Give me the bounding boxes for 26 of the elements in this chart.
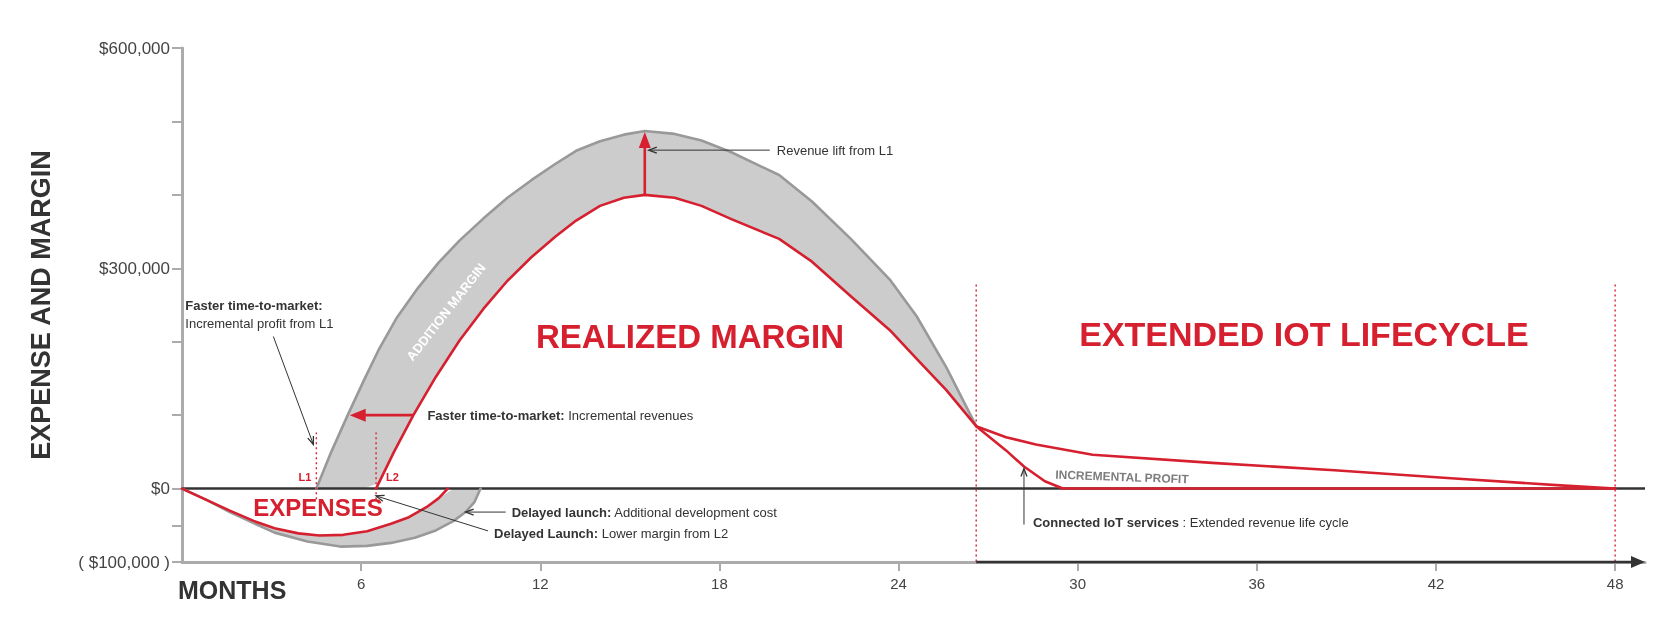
ref-line-label: L1 [298, 470, 312, 483]
x-tick-label: 6 [356, 575, 366, 592]
x-tick-label: 30 [1069, 575, 1087, 592]
annotation: INCREMENTAL PROFIT [1055, 467, 1190, 487]
annotation: Delayed launch: Additional development cost [511, 504, 778, 520]
annotation: Connected IoT services : Extended revenue life cycle [1032, 515, 1349, 531]
x-axis-title: MONTHS [178, 576, 287, 604]
y-tick-label: ( $100,000 ) [78, 552, 170, 572]
x-tick-label: 48 [1606, 575, 1624, 592]
x-tick-label: 42 [1427, 575, 1445, 592]
y-tick-label: $600,000 [99, 38, 170, 58]
x-tick-label: 24 [890, 575, 907, 592]
annotation: Revenue lift from L1 [776, 142, 894, 158]
annotation: Delayed Launch: Lower margin from L2 [494, 526, 729, 542]
y-tick-label: $300,000 [99, 258, 170, 278]
y-tick-label: $0 [151, 479, 170, 499]
annotation: REALIZED MARGIN [536, 317, 844, 355]
annotation: Faster time-to-market: Incremental revenues [427, 407, 694, 423]
x-tick-label: 36 [1248, 575, 1266, 592]
ref-line-label: L2 [386, 470, 399, 483]
annotation: EXTENDED IOT LIFECYCLE [1079, 315, 1529, 353]
annotation: EXPENSES [253, 493, 383, 521]
y-axis-title: EXPENSE AND MARGIN [25, 150, 56, 460]
x-tick-label: 18 [711, 575, 728, 592]
x-tick-label: 12 [531, 575, 549, 592]
annotation: Faster time-to-market: Incremental profit from L1 [185, 298, 334, 332]
